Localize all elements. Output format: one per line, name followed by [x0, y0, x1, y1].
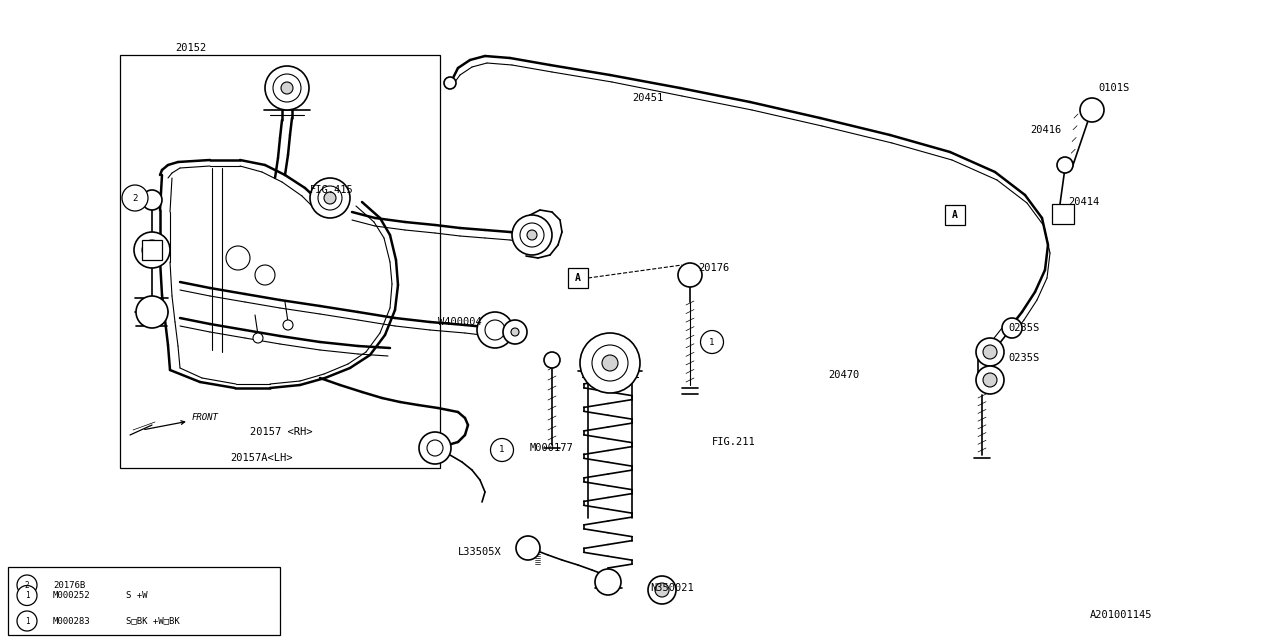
- Circle shape: [1057, 157, 1073, 173]
- Circle shape: [544, 352, 561, 368]
- Text: L33505X: L33505X: [458, 547, 502, 557]
- Circle shape: [122, 185, 148, 211]
- Text: 1: 1: [24, 616, 29, 625]
- Bar: [8, 567, 280, 635]
- Circle shape: [317, 186, 342, 210]
- Circle shape: [580, 333, 640, 393]
- Text: W400004: W400004: [438, 317, 481, 327]
- Circle shape: [490, 438, 513, 461]
- Circle shape: [136, 296, 168, 328]
- Circle shape: [648, 576, 676, 604]
- Circle shape: [977, 338, 1004, 366]
- Circle shape: [134, 232, 170, 268]
- Circle shape: [700, 330, 723, 353]
- Text: A201001145: A201001145: [1091, 610, 1152, 620]
- Text: N350021: N350021: [650, 583, 694, 593]
- Circle shape: [253, 333, 262, 343]
- Circle shape: [1002, 318, 1021, 338]
- Circle shape: [17, 586, 37, 605]
- Circle shape: [511, 328, 518, 336]
- Circle shape: [678, 263, 701, 287]
- Circle shape: [17, 611, 37, 631]
- Circle shape: [310, 178, 349, 218]
- Circle shape: [17, 575, 37, 595]
- Circle shape: [255, 265, 275, 285]
- Circle shape: [977, 366, 1004, 394]
- Text: 20451: 20451: [632, 93, 663, 103]
- Circle shape: [527, 230, 538, 240]
- Text: M000283: M000283: [52, 616, 91, 625]
- Text: 20157 <RH>: 20157 <RH>: [250, 427, 312, 437]
- Circle shape: [273, 74, 301, 102]
- Circle shape: [142, 240, 163, 260]
- Text: 0101S: 0101S: [1098, 83, 1129, 93]
- Text: 0235S: 0235S: [1009, 353, 1039, 363]
- Circle shape: [265, 66, 308, 110]
- Text: 20152: 20152: [175, 43, 206, 53]
- Text: 1: 1: [709, 337, 714, 346]
- Text: 2: 2: [24, 580, 29, 589]
- Circle shape: [1080, 98, 1103, 122]
- Text: M000177: M000177: [530, 443, 573, 453]
- Text: FIG.211: FIG.211: [712, 437, 755, 447]
- Text: 20414: 20414: [1068, 197, 1100, 207]
- Circle shape: [602, 355, 618, 371]
- Text: 20176B: 20176B: [52, 580, 86, 589]
- Text: 20176: 20176: [698, 263, 730, 273]
- Circle shape: [444, 77, 456, 89]
- Circle shape: [142, 190, 163, 210]
- Circle shape: [485, 320, 506, 340]
- Circle shape: [227, 246, 250, 270]
- Text: 20416: 20416: [1030, 125, 1061, 135]
- Circle shape: [419, 432, 451, 464]
- Text: FIG.415: FIG.415: [310, 185, 353, 195]
- Circle shape: [593, 345, 628, 381]
- Text: M000252: M000252: [52, 591, 91, 600]
- Text: 1: 1: [499, 445, 504, 454]
- Text: 2: 2: [132, 193, 138, 202]
- Text: A: A: [952, 210, 957, 220]
- Circle shape: [595, 569, 621, 595]
- Circle shape: [282, 82, 293, 94]
- Text: 20157A<LH>: 20157A<LH>: [230, 453, 293, 463]
- Circle shape: [516, 536, 540, 560]
- Bar: [1052, 204, 1074, 224]
- Text: A: A: [575, 273, 581, 283]
- Text: 1: 1: [24, 591, 29, 600]
- Circle shape: [983, 345, 997, 359]
- Bar: [568, 268, 588, 288]
- Text: S□BK +W□BK: S□BK +W□BK: [125, 616, 179, 625]
- Bar: [120, 55, 440, 468]
- Circle shape: [477, 312, 513, 348]
- Text: 20470: 20470: [828, 370, 859, 380]
- Circle shape: [283, 320, 293, 330]
- Circle shape: [503, 320, 527, 344]
- Circle shape: [983, 373, 997, 387]
- Circle shape: [428, 440, 443, 456]
- Circle shape: [520, 223, 544, 247]
- Text: 0235S: 0235S: [1009, 323, 1039, 333]
- Circle shape: [324, 192, 337, 204]
- Circle shape: [655, 583, 669, 597]
- Text: S +W: S +W: [125, 591, 147, 600]
- Bar: [945, 205, 965, 225]
- Circle shape: [512, 215, 552, 255]
- Bar: [142, 240, 163, 260]
- Text: FRONT: FRONT: [145, 413, 219, 429]
